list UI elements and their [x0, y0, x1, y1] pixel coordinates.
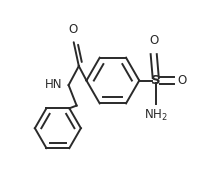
Text: NH$_2$: NH$_2$	[144, 108, 168, 123]
Text: O: O	[68, 23, 77, 36]
Text: O: O	[177, 74, 186, 87]
Text: S: S	[151, 74, 161, 87]
Text: HN: HN	[45, 78, 62, 91]
Text: O: O	[149, 34, 158, 47]
